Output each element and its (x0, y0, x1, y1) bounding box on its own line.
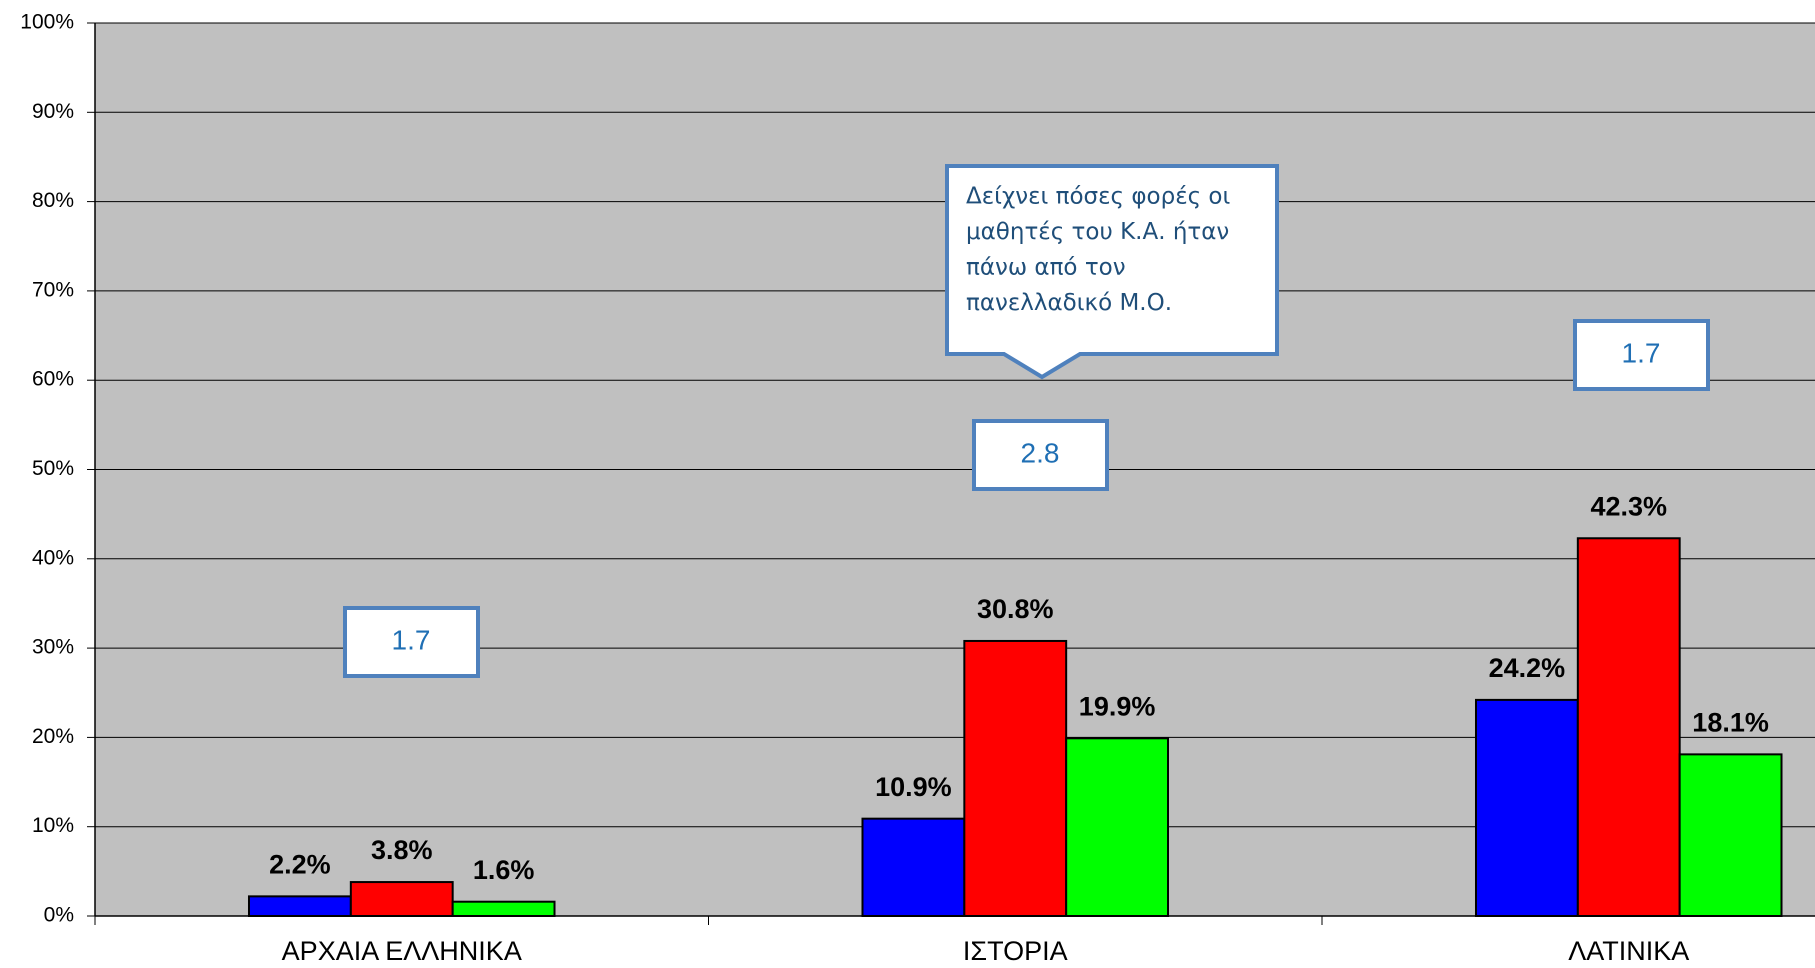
y-tick-label: 10% (32, 814, 74, 837)
y-tick-label: 30% (32, 636, 74, 659)
y-tick-label: 70% (32, 278, 74, 301)
y-tick-label: 40% (32, 546, 74, 569)
data-label: 18.1% (1692, 707, 1769, 737)
annotation: 1.7 (392, 624, 431, 655)
x-tick-label: ΑΡΧΑΙΑ ΕΛΛΗΝΙΚΑ (282, 936, 522, 966)
bar (247, 895, 352, 918)
data-label: 2.2% (269, 849, 331, 879)
y-tick-label: 100% (20, 11, 74, 34)
y-tick-label: 90% (32, 100, 74, 123)
callout-text: μαθητές του Κ.Α. ήταν (966, 219, 1229, 245)
x-tick-label: ΙΣΤΟΡΙΑ (963, 936, 1068, 966)
annotation: 2.8 (1021, 437, 1060, 468)
callout-text: Δείχνει πόσες φορές οι (966, 184, 1230, 210)
annotation: 1.7 (1622, 337, 1661, 368)
data-label: 1.6% (473, 855, 535, 885)
bar (1576, 537, 1681, 917)
bar (963, 639, 1068, 917)
data-label: 42.3% (1590, 491, 1667, 521)
data-label: 30.8% (977, 594, 1054, 624)
callout-box (945, 164, 1279, 380)
callout-text: πάνω από τον (966, 255, 1126, 281)
callout-text: πανελλαδικό Μ.Ο. (966, 290, 1172, 316)
data-label: 10.9% (875, 772, 952, 802)
y-tick-label: 80% (32, 189, 74, 212)
x-tick-label: ΛΑΤΙΝΙΚΑ (1568, 936, 1689, 966)
annotation-box (1573, 319, 1710, 391)
y-tick-label: 0% (44, 904, 74, 927)
bar (1678, 753, 1783, 917)
bar (1065, 737, 1170, 918)
bar (1474, 698, 1579, 917)
annotation-box (972, 419, 1109, 491)
bar (349, 881, 454, 917)
y-tick-label: 60% (32, 368, 74, 391)
data-label: 24.2% (1489, 653, 1566, 683)
data-label: 19.9% (1079, 691, 1156, 721)
y-tick-label: 20% (32, 725, 74, 748)
y-tick-label: 50% (32, 457, 74, 480)
bar (451, 900, 556, 917)
bar (861, 817, 966, 918)
annotation-box (343, 606, 480, 678)
data-label: 3.8% (371, 835, 433, 865)
